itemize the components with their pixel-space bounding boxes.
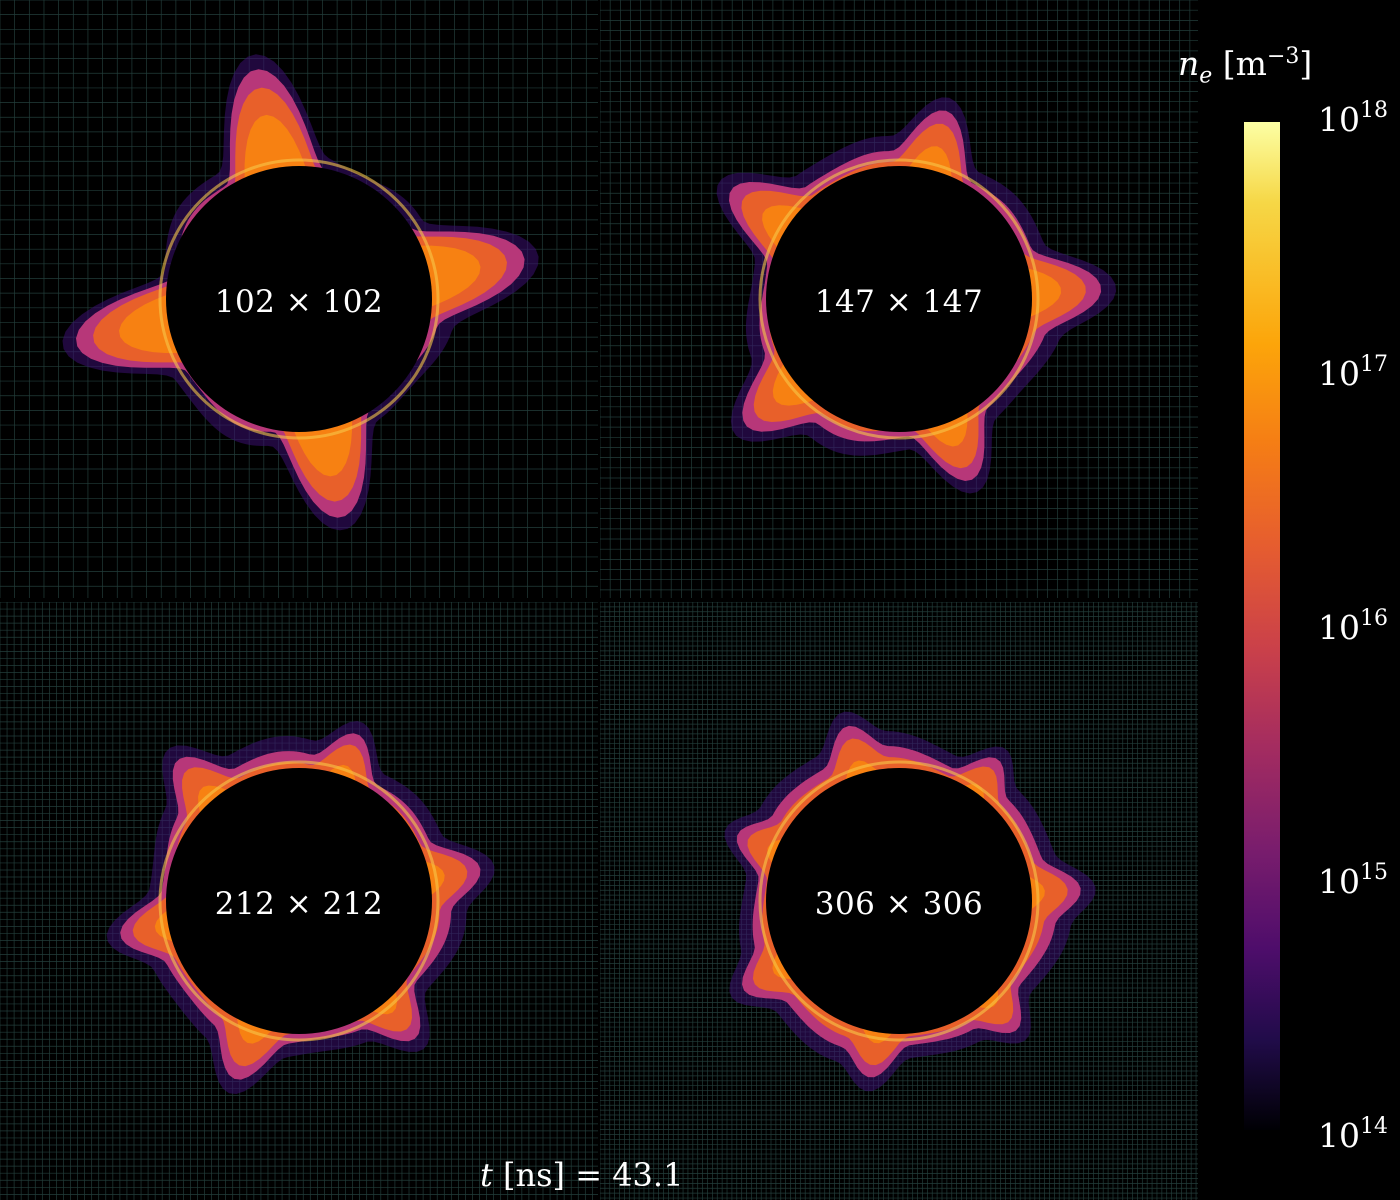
inner-bright-edge [758, 760, 1040, 1042]
tick-base: 10 [1318, 1116, 1360, 1155]
panel-label: 212 × 212 [214, 886, 384, 922]
colorbar-title-sub: e [1199, 63, 1213, 89]
panel-label: 306 × 306 [814, 886, 984, 922]
colorbar-title-close: ] [1299, 44, 1313, 83]
tick-base: 10 [1318, 354, 1360, 393]
panel-212: 212 × 212 [0, 602, 598, 1200]
conductor-disk [166, 166, 432, 432]
colorbar-tick-label: 1017 [1318, 352, 1388, 393]
colorbar-tick-label: 1016 [1318, 606, 1388, 647]
panel-102: 102 × 102 [0, 0, 598, 598]
inner-bright-edge [758, 158, 1040, 440]
tick-base: 10 [1318, 862, 1360, 901]
tick-exp: 15 [1360, 860, 1388, 885]
inner-bright-edge [158, 760, 440, 1042]
time-label: t [ns] = 43.1 [480, 1156, 683, 1194]
tick-exp: 18 [1360, 98, 1388, 123]
tick-base: 10 [1318, 608, 1360, 647]
colorbar-title: ne [m−3] [1178, 44, 1312, 89]
time-var: t [480, 1156, 493, 1194]
panel-147: 147 × 147 [600, 0, 1198, 598]
density-plot-212 [0, 602, 598, 1200]
panel-label: 147 × 147 [814, 284, 984, 320]
colorbar-title-var: n [1178, 44, 1200, 83]
conductor-disk [766, 768, 1032, 1034]
tick-exp: 17 [1360, 352, 1388, 377]
colorbar-tick-label: 1018 [1318, 98, 1388, 139]
inner-bright-edge [158, 158, 440, 440]
time-eq: = 43.1 [575, 1156, 684, 1194]
colorbar-tick-label: 1014 [1318, 1114, 1388, 1155]
tick-exp: 14 [1360, 1114, 1388, 1139]
colorbar-title-exp: −3 [1266, 44, 1300, 69]
colorbar-tick-label: 1015 [1318, 860, 1388, 901]
tick-base: 10 [1318, 100, 1360, 139]
conductor-disk [766, 166, 1032, 432]
conductor-disk [166, 768, 432, 1034]
colorbar [1244, 122, 1280, 1130]
density-plot-102 [0, 0, 598, 598]
panel-306: 306 × 306 [600, 602, 1198, 1200]
tick-exp: 16 [1360, 606, 1388, 631]
colorbar-title-unit: [m [1222, 44, 1267, 83]
time-unit: [ns] [503, 1156, 566, 1194]
density-plot-147 [600, 0, 1198, 598]
panel-label: 102 × 102 [214, 284, 384, 320]
density-plot-306 [600, 602, 1198, 1200]
